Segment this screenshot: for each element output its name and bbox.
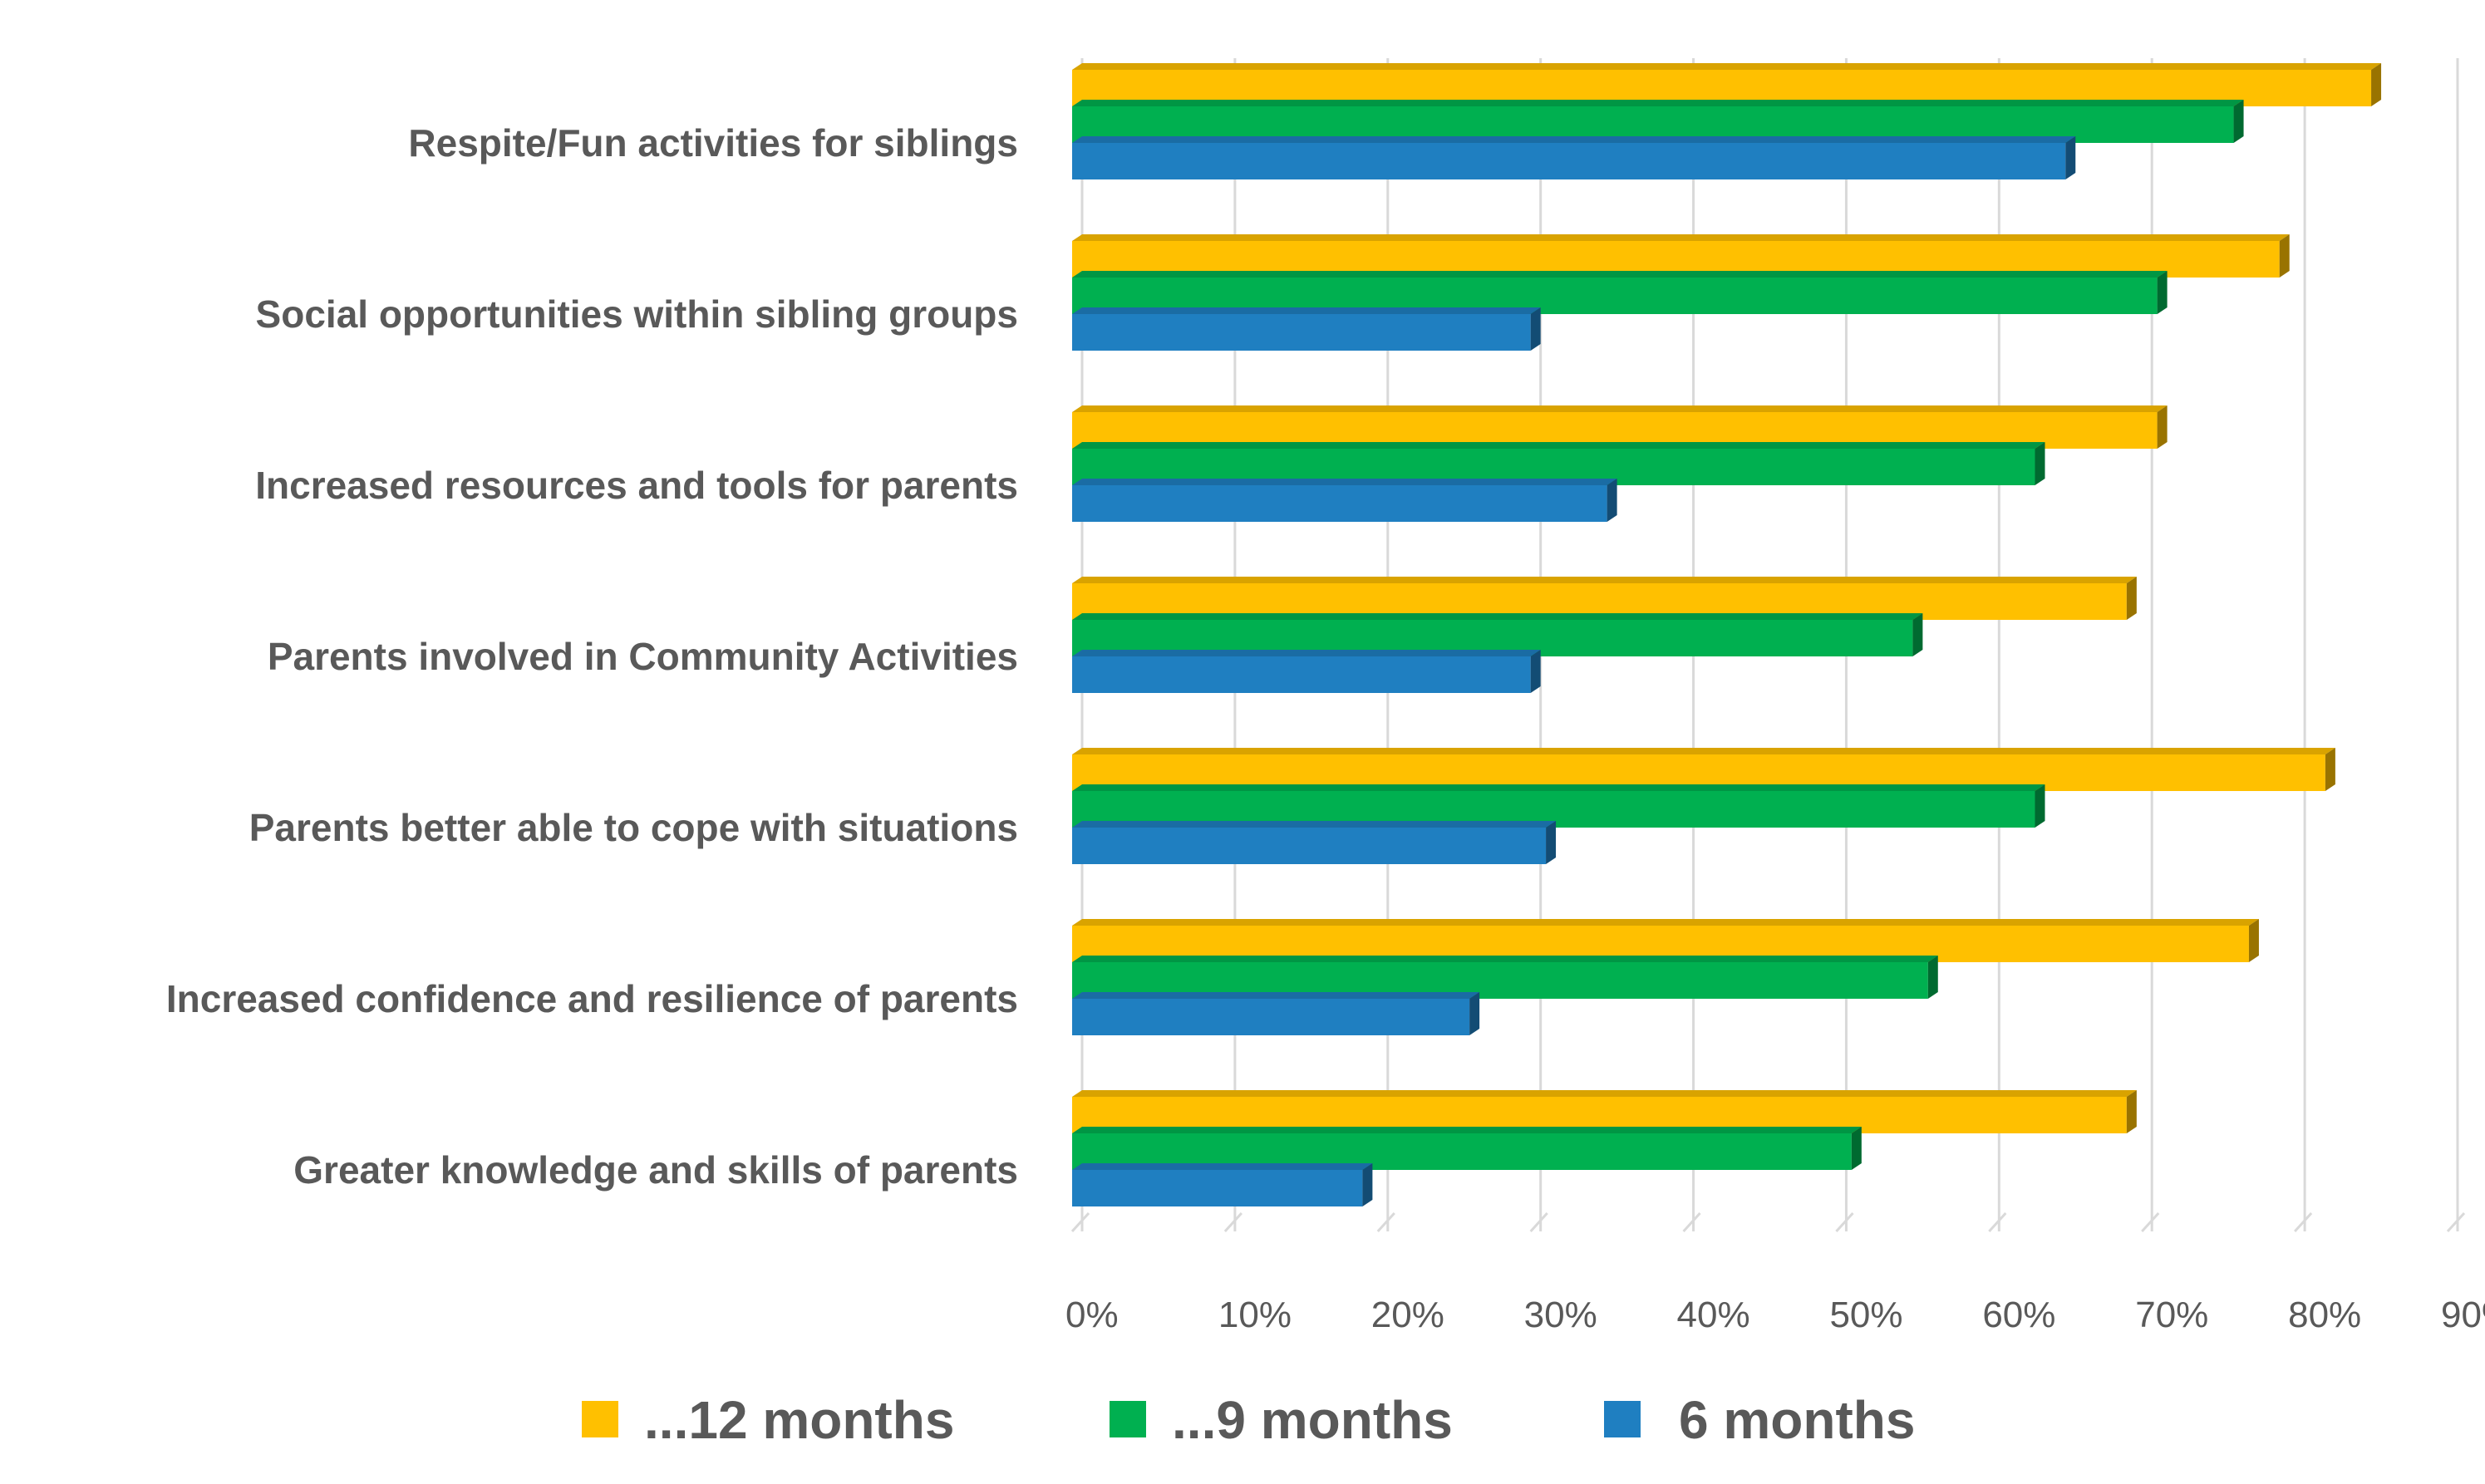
bar-6-months-parents-better-able-to-cope-with-situations-side <box>1546 821 1557 864</box>
bar-9-months-greater-knowledge-and-skills-of-parents-top <box>1072 1127 1862 1133</box>
bar-12-months-increased-resources-and-tools-for-parents-top <box>1072 405 2168 412</box>
category-label-parents-better-able-to-cope-with-situations: Parents better able to cope with situati… <box>249 806 1018 849</box>
bar-9-months-parents-involved-in-community-activities-side <box>1912 613 1923 656</box>
gridline-foot-20 <box>1376 1211 1395 1233</box>
bar-6-months-parents-involved-in-community-activities-front <box>1072 656 1531 693</box>
x-tick-label-50: 50% <box>1829 1295 1902 1335</box>
bar-12-months-increased-confidence-and-resilience-of-parents-side <box>2248 919 2259 962</box>
x-tick-label-0: 0% <box>1065 1295 1119 1335</box>
legend-9-months-swatch <box>1110 1401 1146 1437</box>
bar-6-months-parents-involved-in-community-activities-side <box>1530 650 1541 693</box>
gridline-foot-60 <box>1988 1211 2007 1233</box>
category-label-parents-involved-in-community-activities: Parents involved in Community Activities <box>268 635 1018 678</box>
bar-6-months-increased-resources-and-tools-for-parents-side <box>1607 479 1617 522</box>
category-labels: Respite/Fun activities for siblings Socia… <box>166 121 1018 1192</box>
bar-9-months-parents-better-able-to-cope-with-situations-top <box>1072 784 2045 791</box>
bar-9-months-respite-fun-activities-for-siblings-side <box>2233 100 2244 143</box>
bar-9-months-increased-resources-and-tools-for-parents-side <box>2035 442 2045 485</box>
bar-9-months-greater-knowledge-and-skills-of-parents-side <box>1851 1127 1862 1170</box>
bar-6-months-social-opportunities-within-sibling-groups-side <box>1530 307 1541 351</box>
bar-6-months-increased-confidence-and-resilience-of-parents-front <box>1072 999 1470 1035</box>
x-tick-label-90: 90% <box>2441 1295 2485 1335</box>
bars <box>1072 63 2382 1206</box>
bar-9-months-increased-confidence-and-resilience-of-parents-top <box>1072 956 1938 962</box>
bar-12-months-parents-better-able-to-cope-with-situations-side <box>2325 748 2335 791</box>
gridline-foot-30 <box>1529 1211 1548 1233</box>
bar-6-months-increased-resources-and-tools-for-parents <box>1072 479 1617 522</box>
bar-6-months-parents-better-able-to-cope-with-situations <box>1072 821 1557 864</box>
x-axis-ticks: 0% 10% 20% 30% 40% 50% 60% 70% 80% 90% <box>1065 1295 2485 1335</box>
bar-6-months-respite-fun-activities-for-siblings-front <box>1072 143 2066 179</box>
bar-12-months-parents-involved-in-community-activities-side <box>2126 577 2137 620</box>
x-tick-label-80: 80% <box>2288 1295 2361 1335</box>
bar-9-months-social-opportunities-within-sibling-groups <box>1072 271 2168 314</box>
bar-12-months-greater-knowledge-and-skills-of-parents-side <box>2126 1090 2137 1133</box>
bar-12-months-increased-resources-and-tools-for-parents-side <box>2157 405 2168 449</box>
gridline-foot-80 <box>2294 1211 2313 1233</box>
category-label-greater-knowledge-and-skills-of-parents: Greater knowledge and skills of parents <box>293 1148 1018 1192</box>
bar-12-months-increased-confidence-and-resilience-of-parents-top <box>1072 919 2259 926</box>
x-tick-label-20: 20% <box>1371 1295 1444 1335</box>
bar-9-months-parents-involved-in-community-activities-top <box>1072 613 1923 620</box>
bar-9-months-increased-resources-and-tools-for-parents-top <box>1072 442 2045 449</box>
legend-6-months-swatch <box>1604 1401 1641 1437</box>
bar-6-months-increased-confidence-and-resilience-of-parents-side <box>1469 992 1480 1035</box>
bar-6-months-increased-confidence-and-resilience-of-parents <box>1072 992 1480 1035</box>
legend-9-months-label: ...9 months <box>1172 1390 1453 1450</box>
legend-6-months-label: 6 months <box>1679 1390 1915 1450</box>
bar-12-months-social-opportunities-within-sibling-groups-side <box>2279 234 2290 278</box>
gridline-foot-10 <box>1223 1211 1242 1233</box>
bar-6-months-social-opportunities-within-sibling-groups <box>1072 307 1541 351</box>
x-tick-label-10: 10% <box>1218 1295 1292 1335</box>
bar-6-months-respite-fun-activities-for-siblings-side <box>2065 136 2076 179</box>
bar-6-months-greater-knowledge-and-skills-of-parents-side <box>1362 1163 1373 1206</box>
legend-6-months: 6 months <box>1604 1390 1915 1450</box>
bar-6-months-respite-fun-activities-for-siblings-top <box>1072 136 2076 143</box>
bar-6-months-parents-better-able-to-cope-with-situations-top <box>1072 821 1557 828</box>
gridline-foot-90 <box>2446 1211 2466 1233</box>
bar-6-months-respite-fun-activities-for-siblings <box>1072 136 2076 179</box>
bar-9-months-respite-fun-activities-for-siblings-top <box>1072 100 2244 106</box>
bar-12-months-social-opportunities-within-sibling-groups-top <box>1072 234 2290 241</box>
bar-6-months-parents-better-able-to-cope-with-situations-front <box>1072 828 1547 864</box>
legend-12-months: ...12 months <box>582 1390 954 1450</box>
category-label-respite-fun-activities-for-siblings: Respite/Fun activities for siblings <box>408 121 1018 165</box>
bar-6-months-increased-confidence-and-resilience-of-parents-top <box>1072 992 1480 999</box>
gridline-foot-50 <box>1835 1211 1854 1233</box>
category-label-increased-resources-and-tools-for-parents: Increased resources and tools for parent… <box>255 464 1018 507</box>
bar-12-months-respite-fun-activities-for-siblings-side <box>2371 63 2382 106</box>
bar-6-months-social-opportunities-within-sibling-groups-front <box>1072 314 1531 351</box>
legend-12-months-swatch <box>582 1401 618 1437</box>
bar-6-months-increased-resources-and-tools-for-parents-front <box>1072 485 1607 522</box>
gridline-foot-0 <box>1070 1211 1090 1233</box>
gridline-foot-70 <box>2141 1211 2160 1233</box>
bar-6-months-social-opportunities-within-sibling-groups-top <box>1072 307 1541 314</box>
legend: ...12 months ...9 months 6 months <box>582 1390 1915 1450</box>
bar-9-months-social-opportunities-within-sibling-groups-side <box>2157 271 2168 314</box>
bar-12-months-parents-better-able-to-cope-with-situations-top <box>1072 748 2335 754</box>
legend-9-months: ...9 months <box>1110 1390 1453 1450</box>
bar-6-months-greater-knowledge-and-skills-of-parents-front <box>1072 1170 1363 1206</box>
legend-12-months-label: ...12 months <box>644 1390 954 1450</box>
bar-6-months-greater-knowledge-and-skills-of-parents <box>1072 1163 1373 1206</box>
bar-12-months-parents-involved-in-community-activities-top <box>1072 577 2137 583</box>
bar-9-months-social-opportunities-within-sibling-groups-top <box>1072 271 2168 278</box>
bar-6-months-parents-involved-in-community-activities-top <box>1072 650 1541 656</box>
bar-12-months-greater-knowledge-and-skills-of-parents-top <box>1072 1090 2137 1097</box>
x-tick-label-60: 60% <box>1982 1295 2055 1335</box>
bar-6-months-greater-knowledge-and-skills-of-parents-top <box>1072 1163 1373 1170</box>
x-tick-label-40: 40% <box>1677 1295 1750 1335</box>
category-label-social-opportunities-within-sibling-groups: Social opportunities within sibling grou… <box>256 292 1018 336</box>
bar-9-months-parents-better-able-to-cope-with-situations-side <box>2035 784 2045 828</box>
gridline-foot-40 <box>1682 1211 1701 1233</box>
x-tick-label-30: 30% <box>1524 1295 1597 1335</box>
bar-9-months-increased-confidence-and-resilience-of-parents-side <box>1927 956 1938 999</box>
x-tick-label-70: 70% <box>2135 1295 2208 1335</box>
bar-6-months-increased-resources-and-tools-for-parents-top <box>1072 479 1617 485</box>
bar-6-months-parents-involved-in-community-activities <box>1072 650 1541 693</box>
category-label-increased-confidence-and-resilience-of-parents: Increased confidence and resilience of p… <box>166 977 1018 1020</box>
bar-12-months-respite-fun-activities-for-siblings-top <box>1072 63 2382 70</box>
